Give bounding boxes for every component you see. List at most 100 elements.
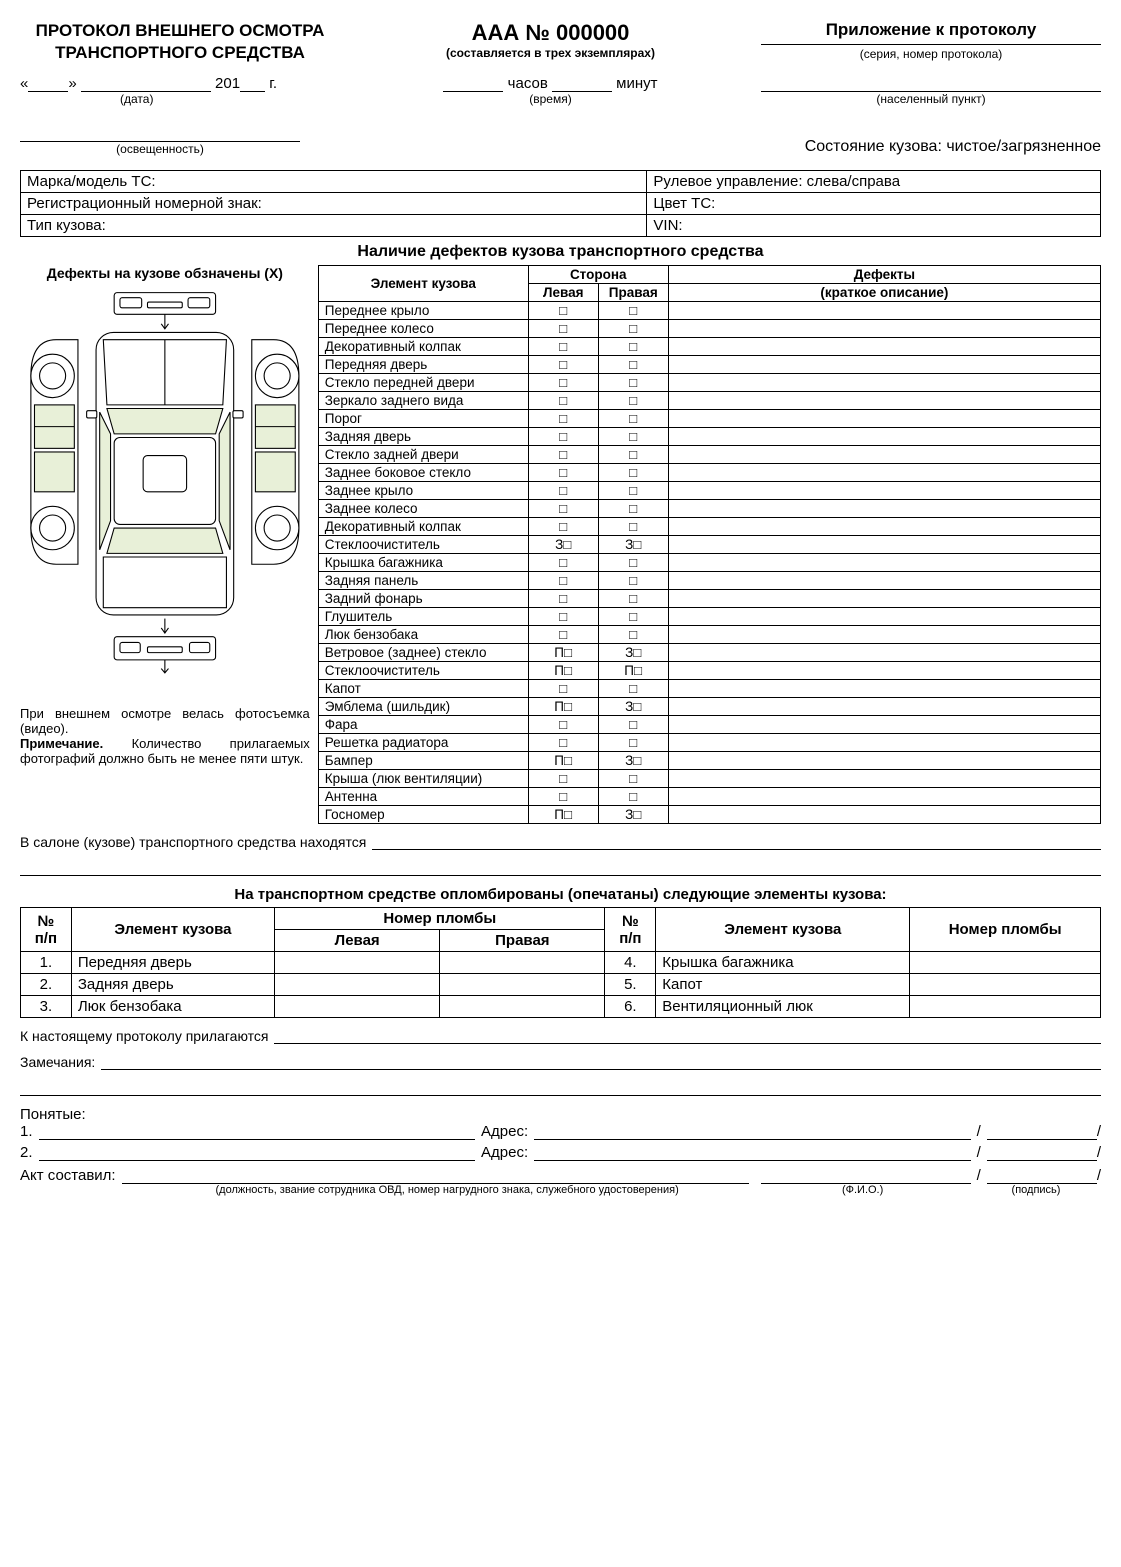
- defect-left-check[interactable]: □: [528, 518, 598, 536]
- month-field[interactable]: [81, 74, 211, 92]
- defect-left-check[interactable]: □: [528, 410, 598, 428]
- defect-left-check[interactable]: □: [528, 356, 598, 374]
- defect-right-check[interactable]: З□: [598, 698, 668, 716]
- defect-desc[interactable]: [668, 716, 1100, 734]
- year-field[interactable]: [240, 74, 265, 92]
- defect-left-check[interactable]: □: [528, 302, 598, 320]
- defect-right-check[interactable]: П□: [598, 662, 668, 680]
- location-field[interactable]: [761, 74, 1101, 92]
- defect-desc[interactable]: [668, 770, 1100, 788]
- defect-left-check[interactable]: □: [528, 500, 598, 518]
- defect-desc[interactable]: [668, 518, 1100, 536]
- defect-desc[interactable]: [668, 788, 1100, 806]
- notes-field[interactable]: [101, 1069, 1101, 1070]
- defect-left-check[interactable]: □: [528, 572, 598, 590]
- defect-right-check[interactable]: □: [598, 518, 668, 536]
- defect-left-check[interactable]: П□: [528, 644, 598, 662]
- defect-left-check[interactable]: □: [528, 626, 598, 644]
- defect-right-check[interactable]: □: [598, 356, 668, 374]
- defect-desc[interactable]: [668, 752, 1100, 770]
- defect-right-check[interactable]: □: [598, 392, 668, 410]
- defect-right-check[interactable]: □: [598, 734, 668, 752]
- defect-desc[interactable]: [668, 338, 1100, 356]
- notes-line2[interactable]: [20, 1076, 1101, 1096]
- hours-field[interactable]: [443, 74, 503, 92]
- defect-left-check[interactable]: □: [528, 590, 598, 608]
- seal-num-r[interactable]: [910, 996, 1101, 1018]
- defect-right-check[interactable]: □: [598, 608, 668, 626]
- seal-num-ll[interactable]: [275, 952, 440, 974]
- day-field[interactable]: [28, 74, 68, 92]
- salon-field[interactable]: [372, 849, 1101, 850]
- defect-desc[interactable]: [668, 374, 1100, 392]
- attach-field[interactable]: [274, 1043, 1101, 1044]
- defect-left-check[interactable]: П□: [528, 662, 598, 680]
- defect-desc[interactable]: [668, 680, 1100, 698]
- defect-right-check[interactable]: □: [598, 572, 668, 590]
- seal-num-lr[interactable]: [440, 974, 605, 996]
- defect-left-check[interactable]: □: [528, 338, 598, 356]
- defect-left-check[interactable]: П□: [528, 806, 598, 824]
- defect-left-check[interactable]: □: [528, 554, 598, 572]
- defect-right-check[interactable]: □: [598, 716, 668, 734]
- defect-desc[interactable]: [668, 698, 1100, 716]
- defect-right-check[interactable]: З□: [598, 644, 668, 662]
- defect-desc[interactable]: [668, 500, 1100, 518]
- body-type[interactable]: Тип кузова:: [21, 215, 647, 237]
- defect-desc[interactable]: [668, 302, 1100, 320]
- defect-right-check[interactable]: □: [598, 446, 668, 464]
- seal-num-lr[interactable]: [440, 996, 605, 1018]
- steering[interactable]: Рулевое управление: слева/справа: [647, 171, 1101, 193]
- defect-desc[interactable]: [668, 464, 1100, 482]
- seal-num-r[interactable]: [910, 952, 1101, 974]
- defect-right-check[interactable]: □: [598, 428, 668, 446]
- defect-desc[interactable]: [668, 590, 1100, 608]
- defect-right-check[interactable]: □: [598, 410, 668, 428]
- defect-left-check[interactable]: □: [528, 788, 598, 806]
- defect-desc[interactable]: [668, 392, 1100, 410]
- w2-sig[interactable]: [987, 1160, 1097, 1161]
- defect-right-check[interactable]: □: [598, 374, 668, 392]
- defect-desc[interactable]: [668, 662, 1100, 680]
- defect-left-check[interactable]: П□: [528, 698, 598, 716]
- seal-num-ll[interactable]: [275, 996, 440, 1018]
- defect-left-check[interactable]: □: [528, 374, 598, 392]
- defect-left-check[interactable]: □: [528, 716, 598, 734]
- defect-desc[interactable]: [668, 356, 1100, 374]
- defect-left-check[interactable]: □: [528, 680, 598, 698]
- defect-desc[interactable]: [668, 608, 1100, 626]
- defect-desc[interactable]: [668, 734, 1100, 752]
- defect-right-check[interactable]: □: [598, 590, 668, 608]
- defect-desc[interactable]: [668, 806, 1100, 824]
- defect-left-check[interactable]: □: [528, 770, 598, 788]
- defect-desc[interactable]: [668, 626, 1100, 644]
- defect-desc[interactable]: [668, 572, 1100, 590]
- defect-desc[interactable]: [668, 320, 1100, 338]
- w1-addr[interactable]: [534, 1139, 971, 1140]
- lighting-field[interactable]: [20, 124, 300, 142]
- seal-num-lr[interactable]: [440, 952, 605, 974]
- reg-plate[interactable]: Регистрационный номерной знак:: [21, 193, 647, 215]
- defect-right-check[interactable]: З□: [598, 806, 668, 824]
- minutes-field[interactable]: [552, 74, 612, 92]
- defect-right-check[interactable]: □: [598, 464, 668, 482]
- defect-desc[interactable]: [668, 428, 1100, 446]
- defect-left-check[interactable]: П□: [528, 752, 598, 770]
- defect-desc[interactable]: [668, 410, 1100, 428]
- seal-num-r[interactable]: [910, 974, 1101, 996]
- w2-addr[interactable]: [534, 1160, 971, 1161]
- defect-right-check[interactable]: □: [598, 500, 668, 518]
- defect-right-check[interactable]: З□: [598, 536, 668, 554]
- defect-left-check[interactable]: З□: [528, 536, 598, 554]
- w2-name[interactable]: [39, 1160, 476, 1161]
- defect-left-check[interactable]: □: [528, 734, 598, 752]
- defect-desc[interactable]: [668, 536, 1100, 554]
- defect-desc[interactable]: [668, 644, 1100, 662]
- salon-line2[interactable]: [20, 856, 1101, 876]
- defect-left-check[interactable]: □: [528, 482, 598, 500]
- defect-left-check[interactable]: □: [528, 428, 598, 446]
- color[interactable]: Цвет ТС:: [647, 193, 1101, 215]
- defect-desc[interactable]: [668, 446, 1100, 464]
- defect-left-check[interactable]: □: [528, 320, 598, 338]
- defect-right-check[interactable]: □: [598, 302, 668, 320]
